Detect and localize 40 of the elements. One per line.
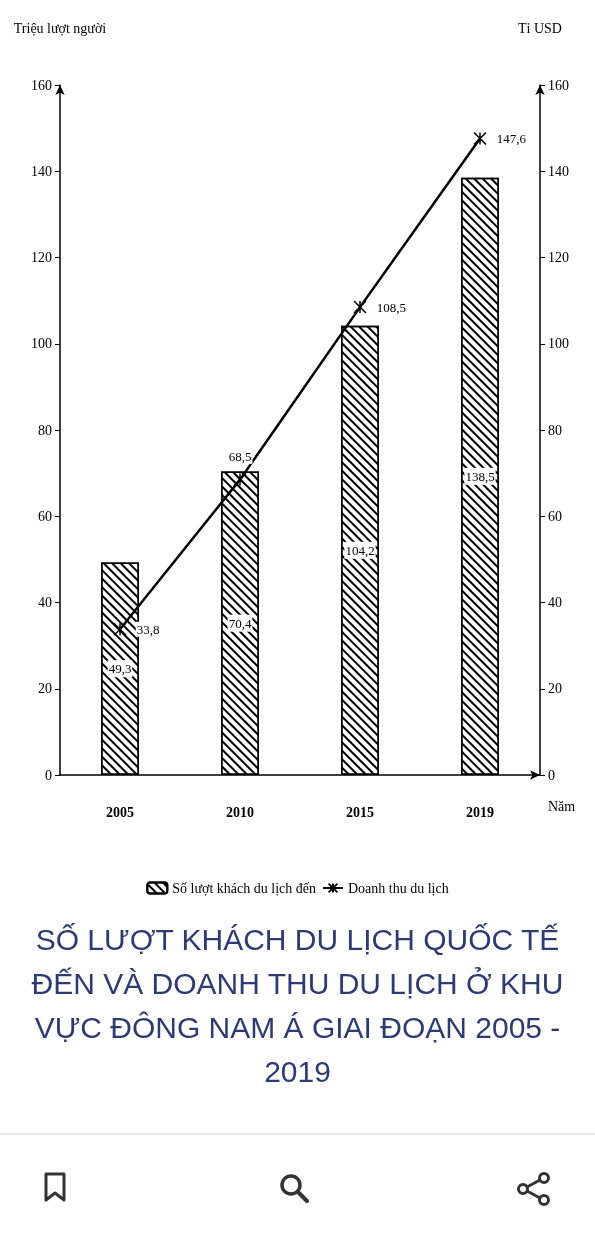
- data-label: 108,5: [376, 299, 406, 315]
- y-tick-label: 40: [38, 595, 52, 610]
- data-label: 68,5: [228, 448, 252, 464]
- y2-tick-label: 40: [548, 595, 562, 610]
- y2-tick-label: 20: [548, 681, 562, 697]
- y-tick-label: 20: [38, 681, 52, 697]
- y2-tick-label: 160: [548, 77, 569, 93]
- y2-tick-label: 120: [548, 250, 569, 265]
- y-axis-title: Triệu lượt người: [13, 20, 107, 36]
- data-label: 70,4: [228, 615, 252, 631]
- x-axis-title: Năm: [548, 798, 576, 814]
- data-label: 138,5: [465, 468, 495, 484]
- point: [353, 300, 367, 314]
- text: SỐ LƯỢT KHÁCH DU LỊCH QUỐC TẾ ĐẾN VÀ DOANH THU DU LỊCH Ở KHU VỰC ĐÔNG NAM Á GIAI ĐOẠN 2005 - 2019: [30, 922, 565, 1090]
- y-tick-label: 0: [45, 767, 52, 783]
- point: [473, 131, 487, 146]
- data-label: 104,2: [345, 542, 375, 558]
- data-label: 49,3: [108, 661, 132, 677]
- y2-axis-title: Tỉ USD: [518, 20, 562, 36]
- y2-tick-label: 60: [548, 508, 562, 524]
- y2-tick-label: 100: [548, 336, 569, 352]
- y-tick-label: 140: [31, 163, 52, 179]
- x-tick-label: 2005: [106, 804, 134, 820]
- x-tick-label: 2015: [346, 804, 374, 820]
- x-tick-label: 2010: [226, 804, 254, 820]
- legend-label: Số lượt khách du lịch đến: [172, 880, 316, 896]
- y2-tick-label: 0: [548, 767, 555, 783]
- y-tick-label: 80: [38, 422, 52, 438]
- point: [113, 622, 127, 636]
- data-label: 147,6: [496, 130, 527, 146]
- y-tick-label: 100: [31, 336, 52, 352]
- data-label: 33,8: [136, 621, 160, 637]
- y-tick-label: 160: [31, 77, 52, 93]
- point: [233, 472, 247, 487]
- legend-label: Doanh thu du lịch: [347, 880, 449, 896]
- y-tick-label: 120: [31, 250, 52, 265]
- y2-tick-label: 80: [548, 422, 562, 438]
- y-tick-label: 60: [38, 508, 52, 524]
- y2-tick-label: 140: [548, 163, 569, 179]
- x-tick-label: 2019: [466, 804, 494, 820]
